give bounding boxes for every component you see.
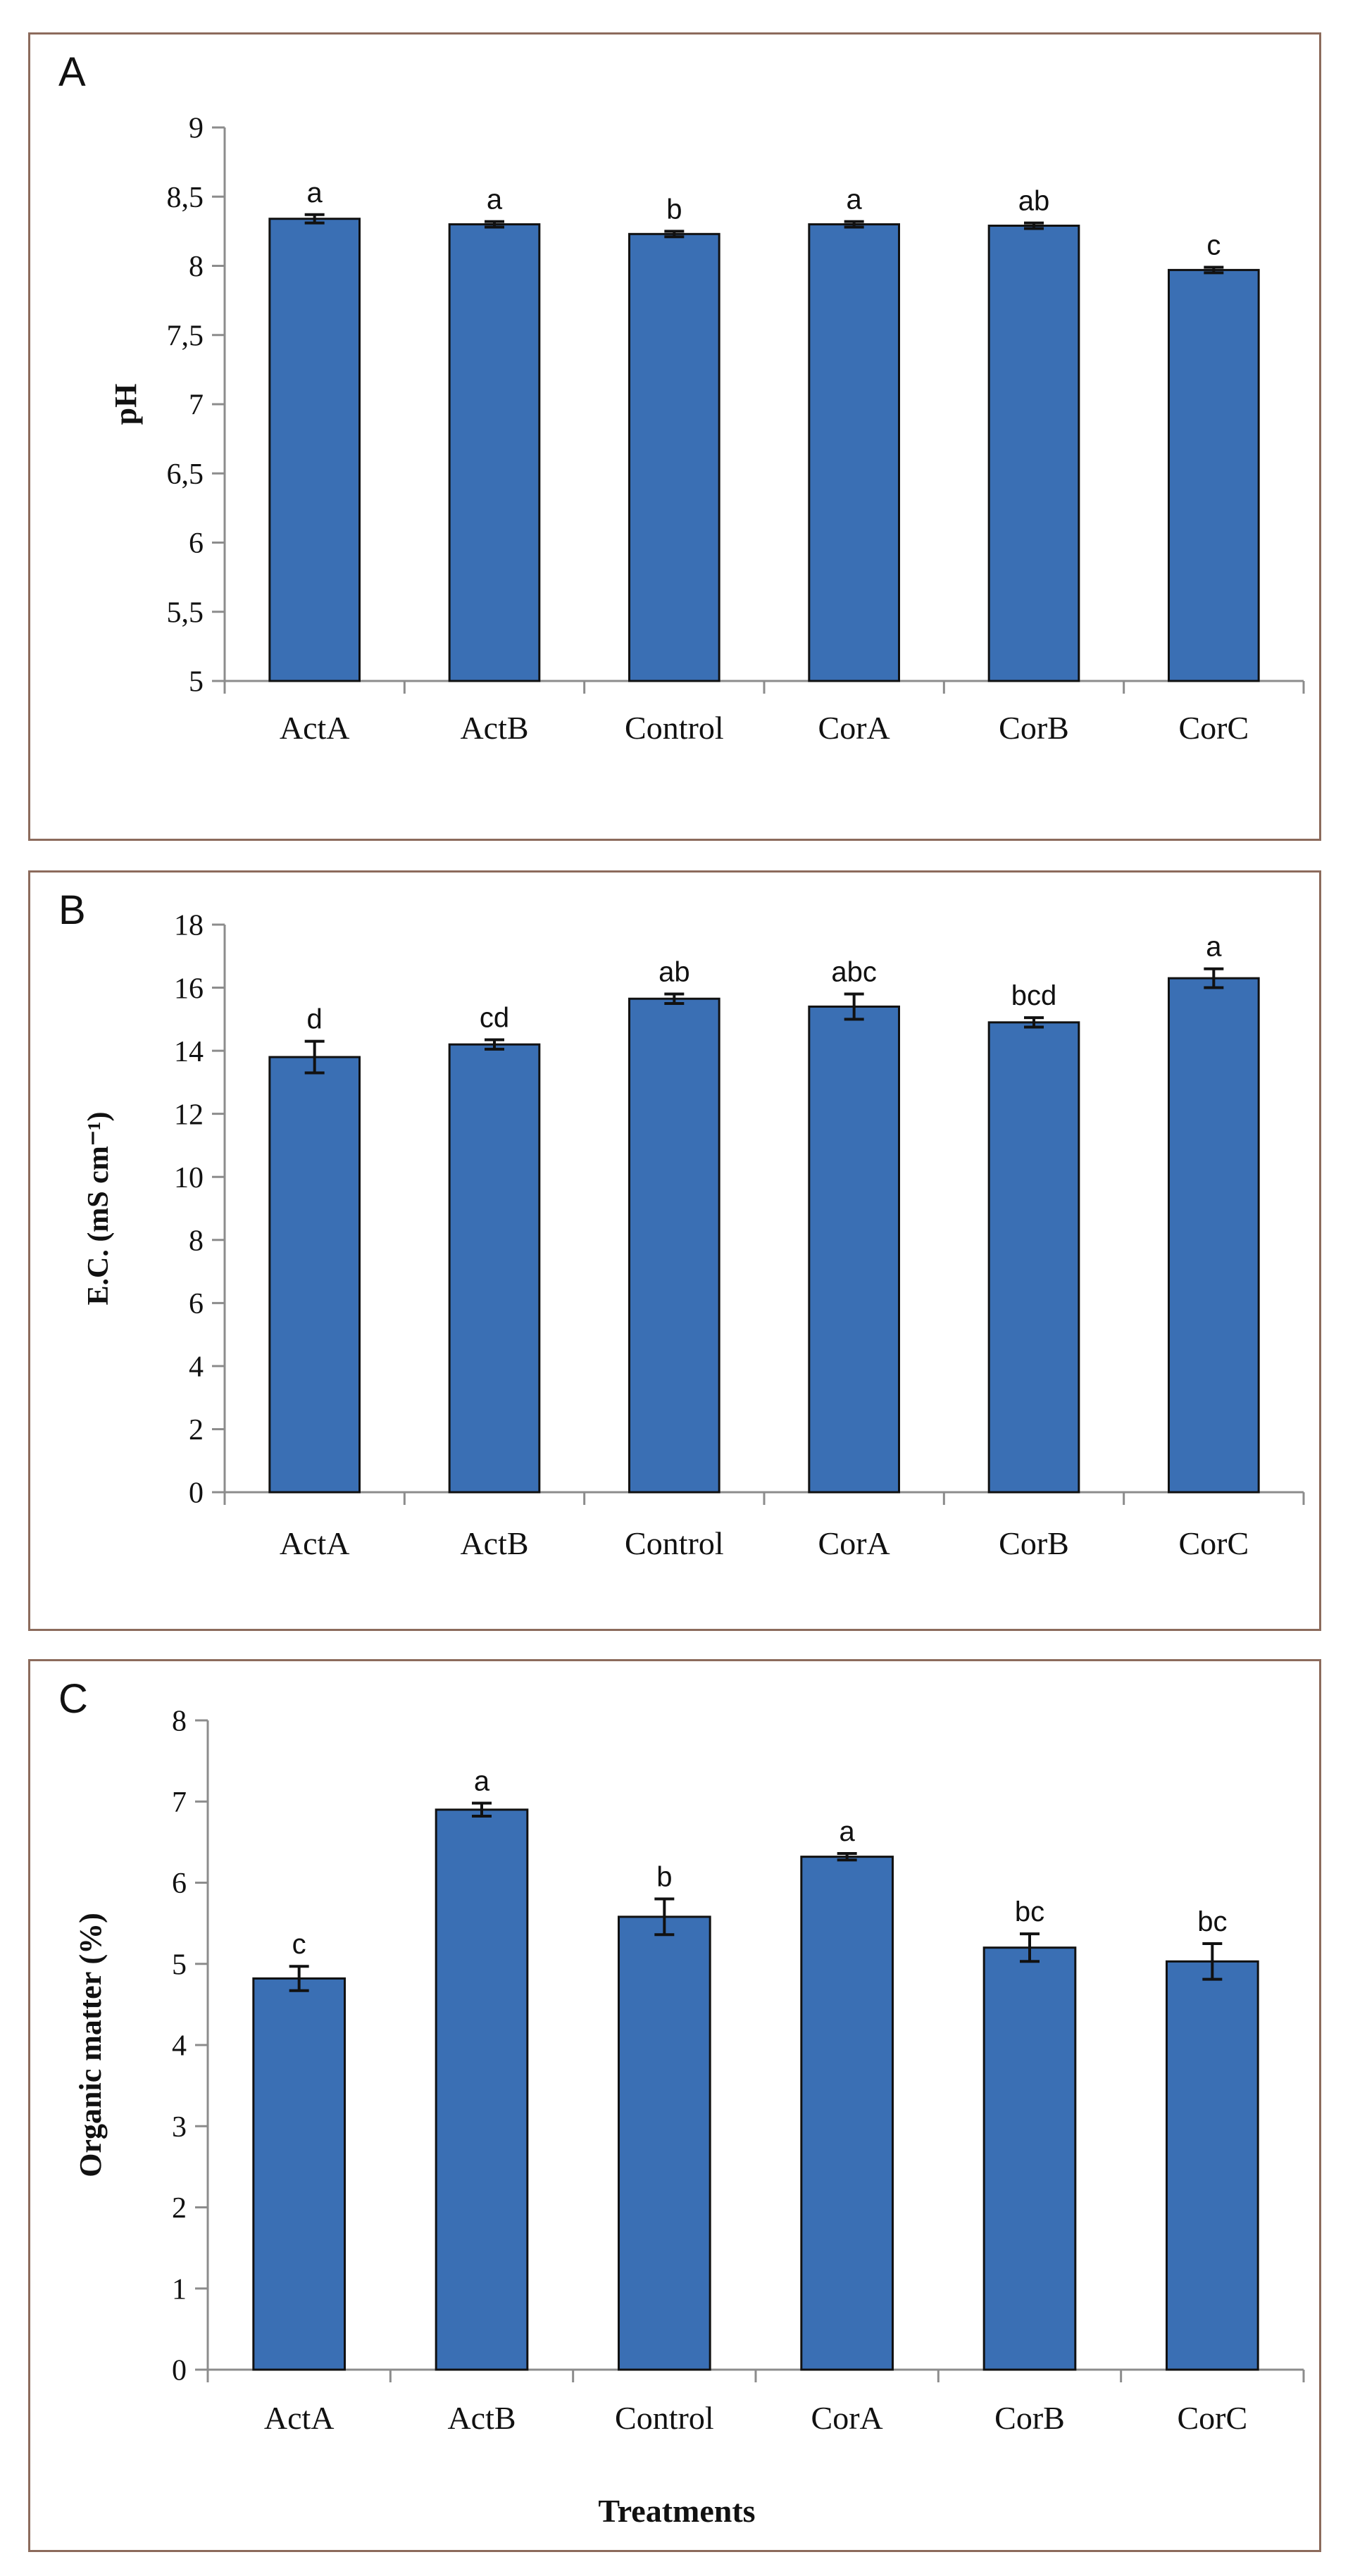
chart-b: 0 2 4 6 8 10 12 14 16 18 E.C. (mS cm⁻¹) d ActA cd ActB…: [82, 910, 1305, 1561]
significance-letter: b: [666, 194, 682, 225]
category-label: ActA: [264, 2400, 335, 2436]
significance-letter: c: [1206, 230, 1221, 261]
y-tick-label: 12: [174, 1099, 204, 1131]
significance-letter: bc: [1015, 1896, 1044, 1927]
x-axis-title: Treatments: [598, 2493, 756, 2529]
panel-b: B 0 2 4 6 8 10 12 14 16 18 E.C. (mS cm⁻¹) d ActA cd Ac…: [28, 870, 1321, 1631]
bar-corb: [982, 1946, 1077, 2371]
y-tick-label: 0: [189, 1477, 204, 1510]
y-tick-label: 16: [174, 973, 204, 1005]
significance-letter: ab: [659, 957, 690, 988]
bar-corc: [1168, 268, 1260, 682]
significance-letter: a: [840, 1816, 856, 1847]
y-tick-label: 6,5: [167, 458, 204, 491]
bar-control: [628, 997, 720, 1494]
bar-acta: [268, 218, 361, 682]
y-tick-label: 1: [172, 2273, 187, 2306]
y-tick-label: 4: [189, 1351, 204, 1384]
y-tick-label: 18: [174, 910, 204, 942]
panel-letter-b: B: [58, 887, 86, 933]
significance-letter: bc: [1197, 1906, 1227, 1937]
category-label: Control: [625, 710, 724, 746]
category-label: CorA: [811, 2400, 883, 2436]
category-label: CorC: [1178, 1525, 1249, 1561]
y-axis-title: E.C. (mS cm⁻¹): [82, 1111, 115, 1305]
significance-letter: a: [1206, 932, 1222, 963]
bar-cora: [808, 1005, 901, 1494]
category-label: CorC: [1177, 2400, 1247, 2436]
category-label: ActA: [280, 1525, 350, 1561]
y-tick-label: 7: [189, 389, 204, 422]
significance-letter: a: [487, 185, 503, 215]
y-tick-label: 2: [189, 1414, 204, 1446]
panel-a: A 5 5,5 6 6,5 7 7,5 8 8,5 9 pH a ActA a ActB b Control a…: [28, 32, 1321, 841]
y-tick-label: 7,5: [167, 320, 204, 352]
significance-letter: bcd: [1011, 980, 1057, 1011]
panel-letter-a: A: [58, 49, 86, 95]
category-label: CorA: [818, 1525, 890, 1561]
y-tick-label: 0: [172, 2355, 187, 2387]
category-label: ActB: [447, 2400, 516, 2436]
category-label: CorB: [994, 2400, 1065, 2436]
y-tick-label: 6: [189, 1288, 204, 1320]
category-label: ActB: [460, 710, 528, 746]
panel-letter-c: C: [58, 1676, 88, 1722]
y-tick-label: 8: [189, 251, 204, 283]
significance-letter: d: [307, 1004, 323, 1035]
significance-letter: cd: [480, 1002, 509, 1033]
y-tick-label: 10: [174, 1162, 204, 1194]
y-tick-label: 9: [189, 113, 204, 145]
y-axis-title: Organic matter (%): [73, 1913, 108, 2177]
significance-letter: a: [474, 1766, 490, 1797]
y-tick-label: 8: [172, 1706, 187, 1738]
bar-actb: [435, 1808, 529, 2371]
y-tick-label: 7: [172, 1787, 187, 1819]
y-axis-title: pH: [108, 384, 143, 425]
chart-a: 5 5,5 6 6,5 7 7,5 8 8,5 9 pH a ActA a ActB b Control a Co…: [108, 113, 1305, 746]
bar-control: [618, 1915, 711, 2371]
bar-acta: [268, 1056, 361, 1494]
bar-corb: [987, 1021, 1080, 1494]
bar-actb: [448, 223, 541, 682]
bar-corc: [1168, 977, 1260, 1494]
category-label: CorB: [999, 1525, 1069, 1561]
bar-corb: [987, 225, 1080, 682]
chart-c: 0 1 2 3 4 5 6 7 8 Organic matter (%) c ActA a ActB b Co…: [73, 1706, 1305, 2436]
y-tick-label: 6: [189, 527, 204, 560]
y-tick-label: 3: [172, 2111, 187, 2144]
y-tick-label: 5: [189, 666, 204, 699]
bar-corc: [1166, 1960, 1259, 2371]
bar-control: [628, 232, 720, 682]
bar-cora: [800, 1856, 894, 2371]
y-tick-label: 5: [172, 1949, 187, 1981]
category-label: ActA: [280, 710, 350, 746]
significance-letter: ab: [1018, 186, 1050, 217]
y-tick-label: 8: [189, 1225, 204, 1257]
bar-acta: [252, 1977, 347, 2371]
significance-letter: b: [656, 1862, 672, 1893]
y-tick-label: 8,5: [167, 182, 204, 214]
y-tick-label: 14: [174, 1036, 204, 1068]
y-tick-label: 4: [172, 2030, 187, 2063]
significance-letter: a: [847, 185, 863, 215]
y-tick-label: 5,5: [167, 596, 204, 629]
bar-actb: [448, 1043, 541, 1494]
y-tick-label: 2: [172, 2192, 187, 2225]
panel-c: C 0 1 2 3 4 5 6 7 8 Organic matter (%) c ActA a ActB b…: [28, 1659, 1321, 2552]
category-label: CorB: [999, 710, 1069, 746]
category-label: CorC: [1178, 710, 1249, 746]
significance-letter: a: [307, 177, 323, 208]
bar-cora: [808, 223, 901, 682]
category-label: CorA: [818, 710, 890, 746]
category-label: ActB: [460, 1525, 528, 1561]
significance-letter: abc: [831, 957, 877, 988]
category-label: Control: [615, 2400, 714, 2436]
y-tick-label: 6: [172, 1868, 187, 1900]
category-label: Control: [625, 1525, 724, 1561]
significance-letter: c: [292, 1929, 306, 1960]
